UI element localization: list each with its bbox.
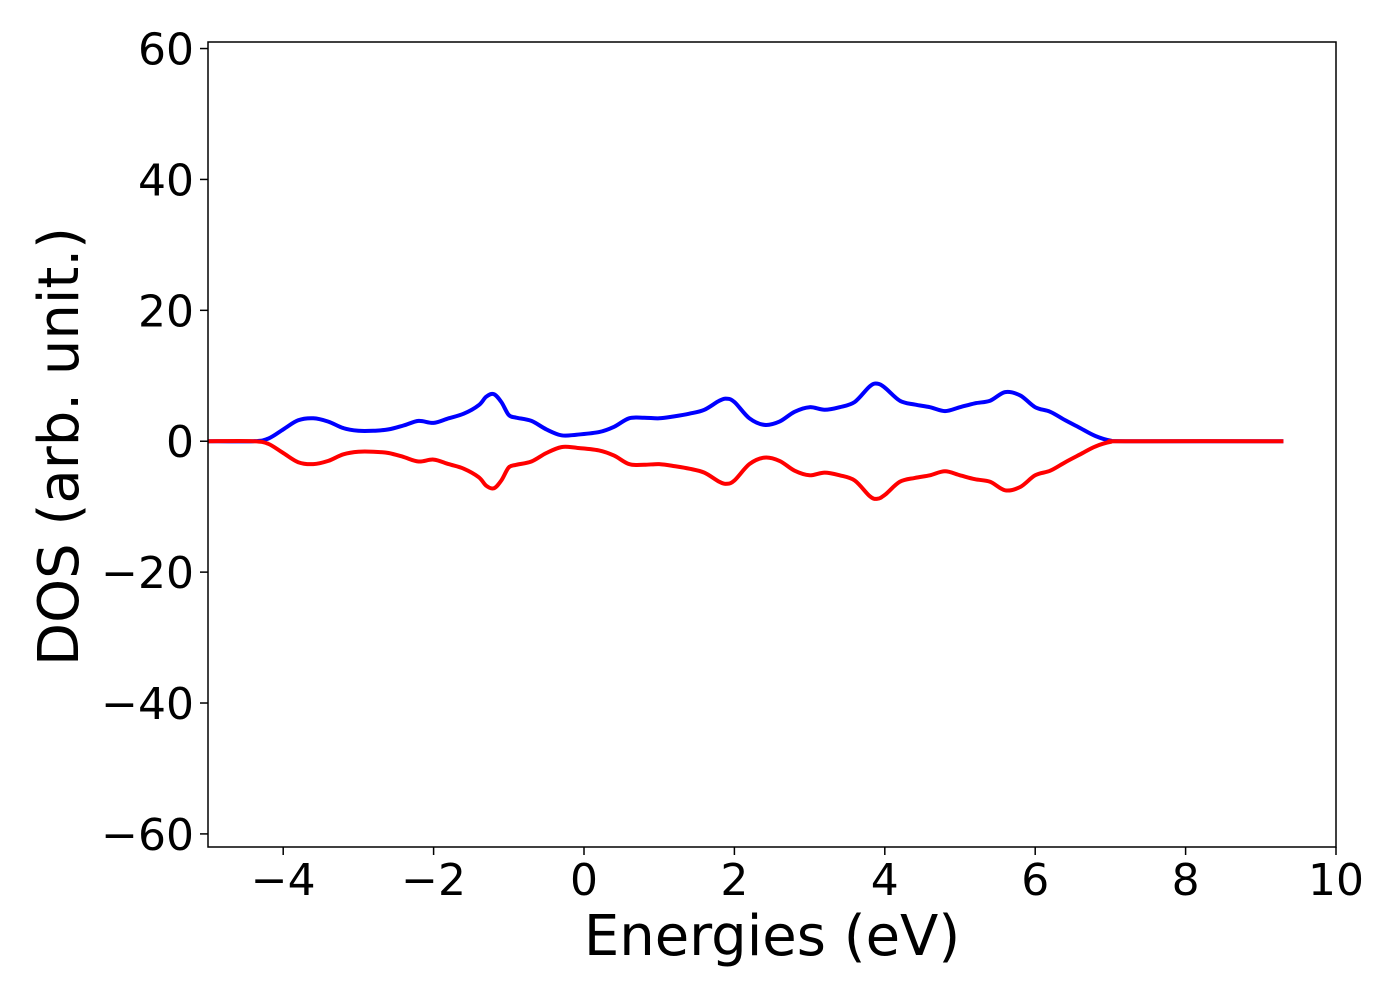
y-tick-label: −40 [101,679,194,730]
y-tick-label: 0 [166,417,194,468]
x-tick-label: 0 [570,855,598,906]
x-axis-ticks: −4 −2 0 2 4 6 8 10 [251,847,1364,906]
plot-area-frame [207,41,1337,848]
y-tick-label: 40 [138,155,194,206]
y-tick-label: 60 [138,25,194,76]
y-tick-label: −20 [101,548,194,599]
x-tick-label: 6 [1021,855,1049,906]
x-tick-label: −4 [251,855,316,906]
y-axis-label: DOS (arb. unit.) [27,227,92,666]
x-tick-label: −2 [401,855,466,906]
x-axis-label: Energies (eV) [584,904,960,969]
x-tick-label: 2 [720,855,748,906]
y-tick-label: −60 [101,810,194,861]
y-axis-ticks: 60 40 20 0 −20 −40 −60 [101,25,208,861]
series-layer [207,381,1284,501]
y-tick-label: 20 [138,286,194,337]
x-tick-label: 4 [871,855,899,906]
x-tick-label: 10 [1308,855,1364,906]
x-tick-label: 8 [1172,855,1200,906]
dos-series-line-2 [207,439,1284,501]
dos-series-line-1 [207,381,1284,444]
